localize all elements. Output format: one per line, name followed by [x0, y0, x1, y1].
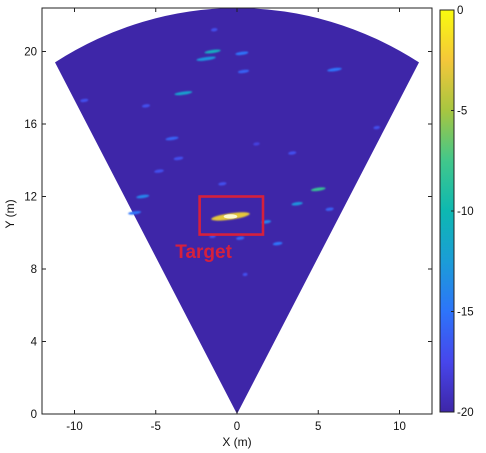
- reflection-blob: [165, 136, 179, 141]
- x-tick-label: 10: [393, 421, 406, 433]
- y-tick-label: 4: [31, 337, 38, 349]
- y-tick-label: 16: [24, 119, 37, 131]
- y-tick-label: 8: [31, 264, 37, 276]
- reflection-blob: [253, 142, 260, 146]
- reflection-blob: [196, 56, 216, 61]
- y-tick-label: 12: [24, 192, 37, 204]
- reflection-blob: [204, 49, 221, 54]
- x-axis-label: X (m): [222, 435, 251, 449]
- colorbar-tick-label: 0: [457, 5, 463, 17]
- reflection-blob: [235, 51, 249, 56]
- reflection-blob: [174, 91, 193, 96]
- reflection-blob: [136, 194, 150, 199]
- colorbar-tick-label: -5: [457, 106, 467, 118]
- colorbar-tick-label: -20: [457, 407, 474, 419]
- reflection-blob: [141, 104, 151, 108]
- reflection-blob: [327, 67, 342, 72]
- reflection-blob: [373, 125, 380, 130]
- x-tick-label: -10: [66, 421, 83, 433]
- reflection-blob: [291, 201, 303, 206]
- colorbar-tick-label: -15: [457, 307, 474, 319]
- y-tick-label: 20: [24, 47, 37, 59]
- radar-sector: [55, 7, 419, 414]
- reflection-blob: [80, 98, 89, 103]
- colorbar: 0 -5 -10 -15 -20: [439, 5, 474, 419]
- reflection-blob: [288, 151, 297, 155]
- y-tick-label: 0: [31, 409, 37, 421]
- reflection-blob: [154, 169, 164, 173]
- plot-area: Target: [55, 7, 419, 414]
- x-tick-label: -5: [151, 421, 161, 433]
- reflection-blob: [325, 207, 334, 211]
- y-axis-label: Y (m): [3, 199, 17, 228]
- axes: -10 -5 0 5 10 0 4 8 12 16 20: [24, 7, 433, 433]
- target-peak: [223, 214, 238, 219]
- reflection-blob: [211, 28, 218, 32]
- reflection-blob: [237, 69, 250, 74]
- target-label: Target: [175, 242, 232, 263]
- reflection-blob: [173, 156, 184, 161]
- reflection-blob: [272, 241, 283, 246]
- reflection-blob: [236, 236, 245, 240]
- reflection-blob: [311, 187, 326, 192]
- colorbar-tick-label: -10: [457, 206, 474, 218]
- x-tick-label: 0: [234, 421, 240, 433]
- x-tick-label: 5: [315, 421, 321, 433]
- reflection-blob: [218, 182, 227, 186]
- target-box: [198, 195, 265, 236]
- reflection-blob: [242, 272, 248, 277]
- reflection-blob: [128, 210, 142, 215]
